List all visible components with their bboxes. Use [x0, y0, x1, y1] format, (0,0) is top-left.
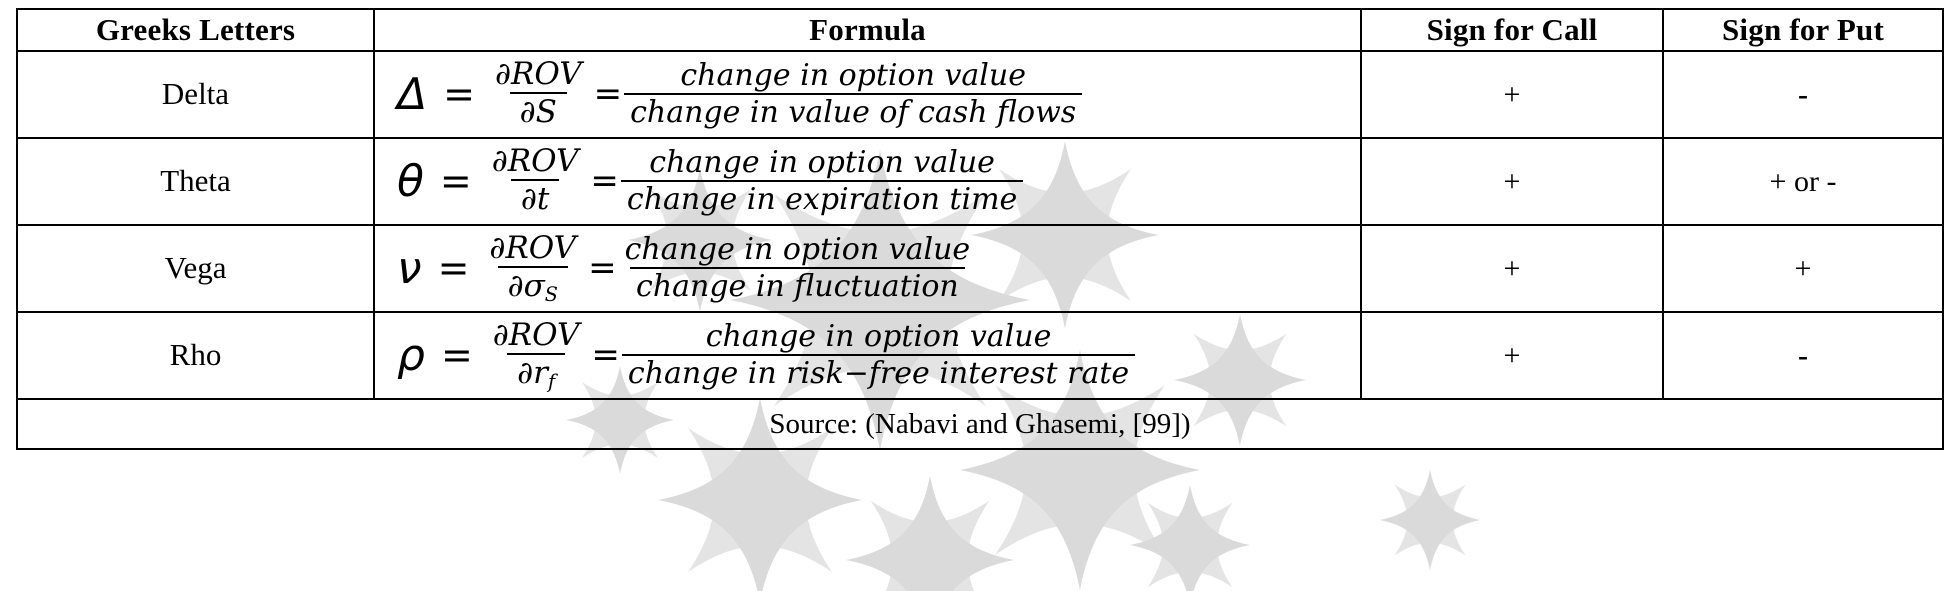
words-denominator: change in risk−free interest rate	[621, 354, 1136, 390]
greek-name-delta: Delta	[16, 50, 375, 139]
equals-sign: =	[437, 246, 470, 291]
greek-name-theta: Theta	[16, 137, 375, 226]
symbol-theta: θ	[397, 155, 424, 207]
partial-den-main: ∂r	[517, 355, 548, 392]
sign-for-call-value: +	[1360, 50, 1664, 139]
partial-den-main: ∂σ	[507, 268, 545, 305]
equals-sign: =	[440, 333, 473, 378]
words-numerator: change in option value	[705, 318, 1052, 354]
formula-theta: θ = ∂ROV ∂t = change in option value cha…	[375, 145, 1360, 219]
partial-fraction: ∂ROV ∂t	[482, 145, 589, 219]
sign-for-call-value: +	[1360, 311, 1664, 400]
sign-for-put-value: + or -	[1662, 137, 1944, 226]
partial-den-sub: S	[544, 283, 558, 307]
partial-denominator: ∂t	[510, 179, 560, 218]
formula-delta: Δ = ∂ROV ∂S = change in option value cha…	[375, 58, 1360, 132]
header-sign-for-put: Sign for Put	[1662, 8, 1944, 52]
equals-sign-2: =	[590, 161, 619, 202]
formula-rho: ρ = ∂ROV ∂rf = change in option value ch…	[375, 319, 1360, 393]
words-fraction: change in option value change in expirat…	[620, 144, 1024, 216]
words-numerator: change in option value	[649, 144, 995, 180]
symbol-vega: ν	[397, 242, 422, 294]
greek-name-vega: Vega	[16, 224, 375, 313]
symbol-rho: ρ	[397, 329, 425, 381]
symbol-delta: Δ	[397, 68, 428, 120]
partial-den-sub: f	[547, 370, 556, 394]
formula-cell-delta: Δ = ∂ROV ∂S = change in option value cha…	[373, 50, 1362, 139]
words-denominator: change in value of cash flows	[624, 93, 1083, 129]
equals-sign-2: =	[593, 74, 623, 115]
formula-cell-theta: θ = ∂ROV ∂t = change in option value cha…	[373, 137, 1362, 226]
partial-fraction: ∂ROV ∂S	[485, 58, 592, 132]
header-formula: Formula	[373, 8, 1362, 52]
partial-numerator: ∂ROV	[489, 229, 577, 266]
partial-den-main: ∂S	[519, 94, 557, 131]
sign-for-put-value: +	[1662, 224, 1944, 313]
partial-numerator: ∂ROV	[494, 55, 582, 92]
formula-cell-vega: ν = ∂ROV ∂σS = change in option value ch…	[373, 224, 1362, 313]
greeks-letters-table: Greeks Letters Formula Sign for Call Sig…	[16, 8, 1944, 450]
header-sign-for-call: Sign for Call	[1360, 8, 1664, 52]
table-header: Greeks Letters Formula Sign for Call Sig…	[16, 8, 1944, 52]
words-fraction: change in option value change in value o…	[624, 57, 1083, 129]
sign-for-put-value: -	[1662, 50, 1944, 139]
partial-denominator: ∂rf	[507, 353, 566, 394]
table-row: Rho ρ = ∂ROV ∂rf = change in option valu…	[16, 311, 1944, 400]
sign-for-call-value: +	[1360, 224, 1664, 313]
equals-sign: =	[439, 159, 472, 204]
words-fraction: change in option value change in risk−fr…	[621, 318, 1136, 390]
greek-name-rho: Rho	[16, 311, 375, 400]
partial-denominator: ∂σS	[497, 266, 568, 307]
header-row: Greeks Letters Formula Sign for Call Sig…	[16, 8, 1944, 52]
source-citation: Source: (Nabavi and Ghasemi, [99])	[16, 398, 1944, 450]
greeks-table-container: Greeks Letters Formula Sign for Call Sig…	[16, 8, 1944, 450]
words-denominator: change in fluctuation	[630, 267, 965, 303]
table-source-row: Source: (Nabavi and Ghasemi, [99])	[16, 398, 1944, 450]
formula-cell-rho: ρ = ∂ROV ∂rf = change in option value ch…	[373, 311, 1362, 400]
partial-fraction: ∂ROV ∂σS	[479, 232, 586, 306]
equals-sign-2: =	[588, 248, 617, 289]
table-body: Delta Δ = ∂ROV ∂S = change in option val…	[16, 50, 1944, 450]
words-numerator: change in option value	[624, 231, 971, 267]
words-denominator: change in expiration time	[620, 180, 1024, 216]
partial-denominator: ∂S	[509, 92, 567, 131]
table-row: Theta θ = ∂ROV ∂t = change in option val…	[16, 137, 1944, 226]
formula-vega: ν = ∂ROV ∂σS = change in option value ch…	[375, 232, 1360, 306]
partial-numerator: ∂ROV	[491, 142, 579, 179]
partial-numerator: ∂ROV	[492, 316, 580, 353]
table-row: Delta Δ = ∂ROV ∂S = change in option val…	[16, 50, 1944, 139]
partial-den-main: ∂t	[520, 181, 550, 218]
sign-for-call-value: +	[1360, 137, 1664, 226]
equals-sign: =	[443, 72, 475, 117]
words-fraction: change in option value change in fluctua…	[619, 234, 977, 303]
partial-fraction: ∂ROV ∂rf	[483, 319, 590, 393]
equals-sign-2: =	[591, 335, 620, 376]
words-numerator: change in option value	[680, 57, 1026, 93]
table-row: Vega ν = ∂ROV ∂σS = change in option val…	[16, 224, 1944, 313]
sign-for-put-value: -	[1662, 311, 1944, 400]
header-greeks-letters: Greeks Letters	[16, 8, 375, 52]
